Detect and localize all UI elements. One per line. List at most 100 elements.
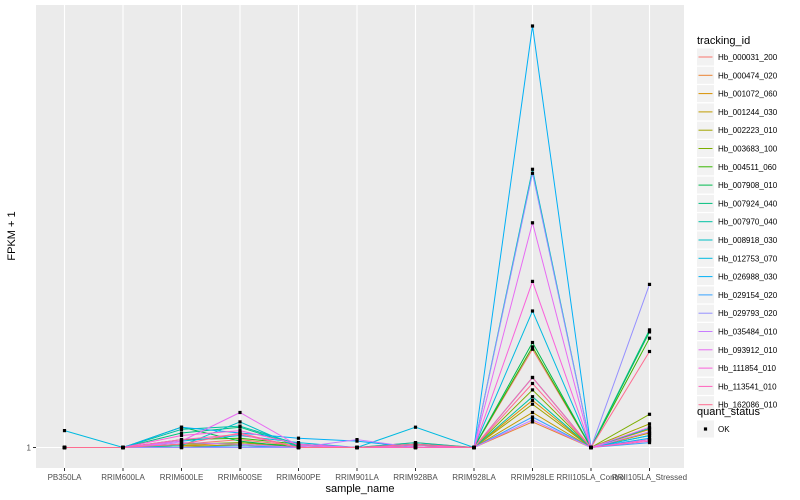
legend-label: Hb_113541_010 <box>718 382 777 391</box>
x-axis-title: sample_name <box>325 483 394 495</box>
legend-label: OK <box>718 425 730 434</box>
legend-label: Hb_093912_010 <box>718 346 778 355</box>
data-point <box>472 445 476 450</box>
data-point <box>62 445 67 450</box>
data-point <box>530 381 535 386</box>
data-point <box>647 349 652 354</box>
data-point <box>530 345 535 349</box>
legend-label: Hb_162086_010 <box>718 401 778 410</box>
data-point <box>647 412 652 416</box>
data-point <box>530 375 535 380</box>
x-tick-label: RRIM600PE <box>276 473 320 482</box>
data-point <box>62 429 67 433</box>
axes: PB350LA RRIM600LA RRIM600LE RRIM600SE RRIM60… <box>27 444 688 483</box>
data-point <box>179 431 184 435</box>
data-point <box>413 445 418 450</box>
data-points <box>62 24 652 450</box>
legend-label: Hb_029154_020 <box>718 291 778 300</box>
legend-point-swatch <box>703 427 708 431</box>
data-point <box>647 430 652 434</box>
data-point <box>530 388 535 392</box>
legend-label: Hb_001244_030 <box>718 108 778 117</box>
data-point <box>238 410 242 415</box>
x-tick-label: RRIM928LA <box>452 473 496 482</box>
legend-label: Hb_008918_030 <box>718 236 778 245</box>
legend-title-tracking-id: tracking_id <box>697 35 750 47</box>
legend-label: Hb_026988_030 <box>718 273 778 282</box>
legend: tracking_id Hb_000031_200 Hb_000474_020 Hb… <box>697 35 778 438</box>
data-point <box>530 340 535 345</box>
legend-label: Hb_002223_010 <box>718 126 778 135</box>
legend-label: Hb_004511_060 <box>718 163 777 172</box>
x-tick-label: PB350LA <box>48 473 82 482</box>
legend-label: Hb_003683_100 <box>718 145 778 154</box>
data-point <box>179 445 184 450</box>
data-point <box>530 167 535 171</box>
data-point <box>530 171 535 175</box>
x-tick-label: RRIM928LE <box>511 473 555 482</box>
data-point <box>530 402 535 406</box>
x-tick-label: RRIM901LA <box>335 473 379 482</box>
x-tick-label: RRII105LA_Stressed <box>612 473 687 482</box>
y-axis-title: FPKM + 1 <box>6 211 18 260</box>
data-point <box>647 433 652 438</box>
data-point <box>238 445 242 450</box>
legend-label: Hb_029793_020 <box>718 309 778 318</box>
data-point <box>121 445 125 450</box>
y-tick-label: 1 <box>27 444 32 453</box>
data-point <box>530 395 535 399</box>
data-point <box>238 436 242 440</box>
x-tick-label: RRIM928BA <box>393 473 438 482</box>
data-point <box>530 418 535 422</box>
data-point <box>647 439 652 443</box>
data-point <box>530 347 535 351</box>
data-point <box>530 420 535 424</box>
legend-label: Hb_035484_010 <box>718 328 778 337</box>
legend-label: Hb_000031_200 <box>718 53 778 62</box>
data-point <box>179 442 184 446</box>
data-point <box>296 445 301 450</box>
data-point <box>238 424 242 428</box>
data-point <box>647 422 652 426</box>
data-point <box>179 425 184 429</box>
data-point <box>238 431 242 435</box>
legend-label: Hb_007924_040 <box>718 199 778 208</box>
data-point <box>647 328 652 332</box>
data-point <box>530 309 535 313</box>
data-point <box>647 330 652 334</box>
legend-label: Hb_007970_040 <box>718 218 778 227</box>
data-point <box>647 282 652 286</box>
legend-label: Hb_007908_010 <box>718 181 778 190</box>
x-tick-label: RRIM600LE <box>160 473 204 482</box>
plot-panel <box>36 5 684 468</box>
legend-label: Hb_111854_010 <box>718 364 777 373</box>
data-point <box>530 415 535 419</box>
data-point <box>296 436 301 440</box>
data-point <box>530 24 535 28</box>
data-point <box>179 433 184 438</box>
x-tick-label: RRIM600SE <box>218 473 262 482</box>
legend-title-quant-status: quant_status <box>697 406 760 418</box>
data-point <box>647 425 652 429</box>
data-point <box>530 221 535 225</box>
legend-label: Hb_012753_070 <box>718 254 778 263</box>
data-point <box>530 410 535 415</box>
data-point <box>238 442 242 446</box>
data-point <box>238 429 242 433</box>
data-point <box>530 279 535 283</box>
data-point <box>296 442 301 446</box>
data-point <box>179 427 184 431</box>
legend-label: Hb_000474_020 <box>718 71 778 80</box>
data-point <box>589 445 593 450</box>
data-point <box>355 445 359 450</box>
data-point <box>530 398 535 402</box>
data-point <box>179 438 184 442</box>
legend-label: Hb_001072_060 <box>718 90 778 99</box>
data-point <box>413 425 418 429</box>
data-point <box>647 336 652 340</box>
x-tick-label: RRIM600LA <box>101 473 145 482</box>
data-point <box>413 442 418 446</box>
data-point <box>355 438 359 442</box>
x-tick-label: RRII105LA_Control <box>556 473 626 482</box>
